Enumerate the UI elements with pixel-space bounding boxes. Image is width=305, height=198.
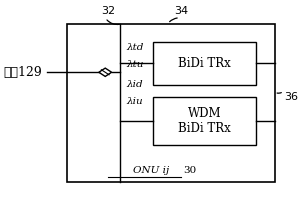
Text: 米门129: 米门129: [3, 66, 42, 79]
Text: 30: 30: [183, 166, 196, 175]
Text: 36: 36: [284, 92, 298, 102]
Text: BiDi TRx: BiDi TRx: [178, 57, 231, 70]
Text: ONU ij: ONU ij: [133, 166, 169, 175]
Text: λtd: λtd: [127, 43, 144, 52]
Text: WDM
BiDi TRx: WDM BiDi TRx: [178, 107, 231, 135]
Text: λtu: λtu: [127, 60, 144, 69]
Bar: [152, 97, 256, 145]
Bar: [67, 24, 274, 182]
Polygon shape: [99, 68, 112, 76]
Text: 32: 32: [101, 6, 115, 16]
Text: λiu: λiu: [127, 97, 143, 107]
Text: 34: 34: [174, 6, 188, 16]
Text: λid: λid: [127, 80, 143, 89]
Bar: [152, 42, 256, 85]
